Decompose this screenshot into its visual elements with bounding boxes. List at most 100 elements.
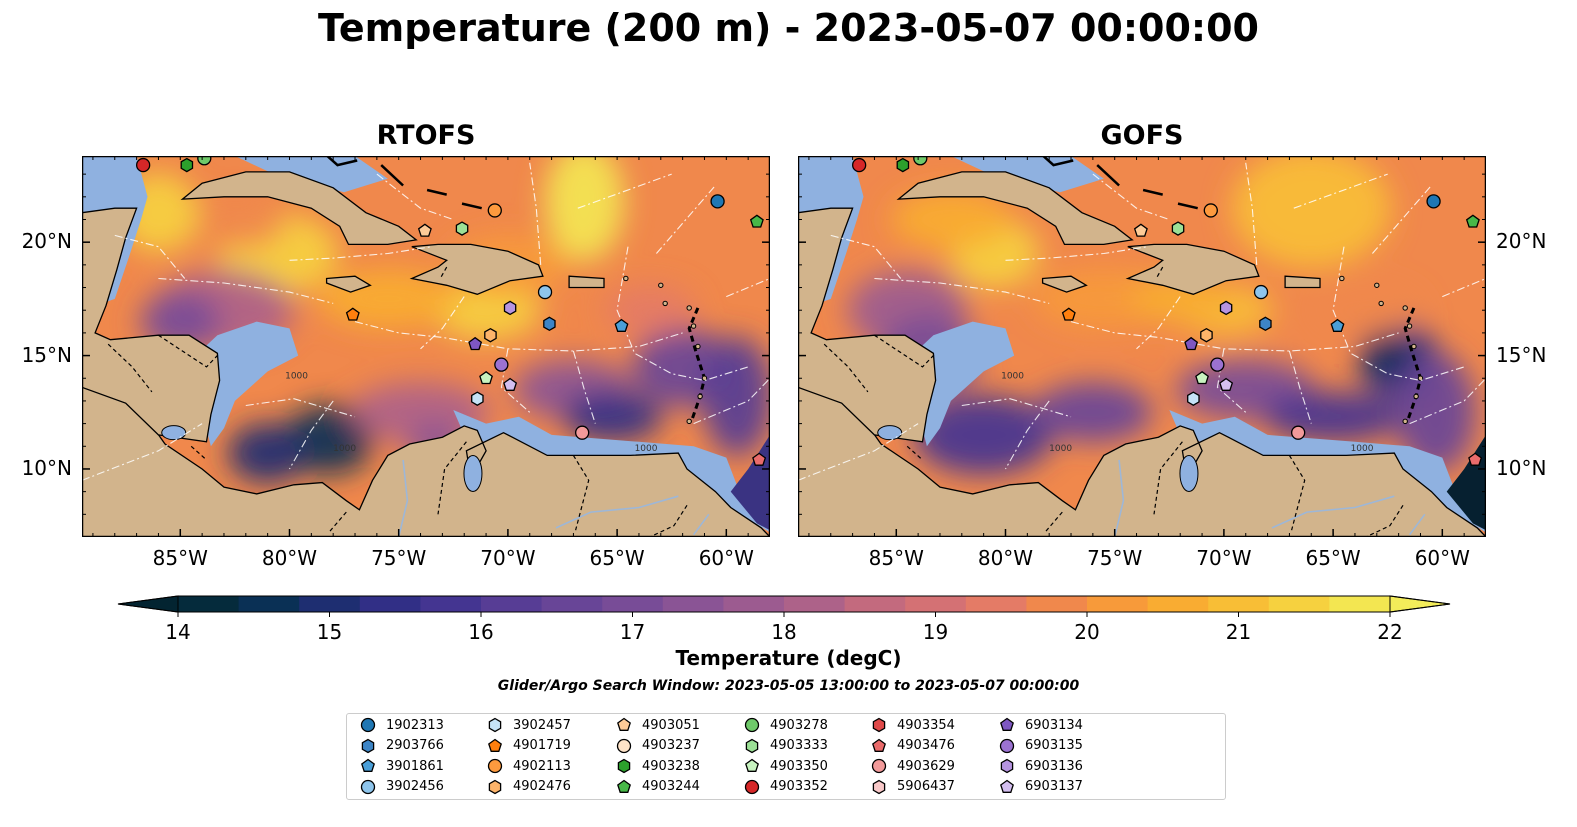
legend-label: 4903476 — [897, 738, 955, 753]
lesser-antilles — [1403, 307, 1423, 422]
legend-marker-circle — [999, 738, 1015, 753]
legend-marker-pentagon — [617, 779, 631, 793]
colorbar-segment — [602, 596, 664, 612]
legend-entry: 4903354 — [870, 716, 955, 734]
float-marker-6903136 — [1219, 300, 1233, 316]
lat-tick-label-right: 10°N — [1496, 455, 1547, 480]
jamaica-land — [1041, 275, 1088, 293]
legend-marker-circle — [744, 717, 760, 733]
island — [686, 305, 692, 311]
island — [1374, 282, 1380, 288]
island — [1413, 393, 1419, 400]
colorbar-label: Temperature (degC) — [675, 646, 902, 670]
eez-boundary — [420, 296, 465, 350]
bahamas-islands — [1177, 202, 1198, 210]
legend-label: 4903237 — [642, 738, 700, 753]
island — [686, 418, 692, 425]
eez-boundary — [961, 398, 1072, 418]
colorbar-segment — [844, 596, 906, 612]
colorbar-segment — [723, 596, 785, 612]
eez-boundary — [354, 321, 683, 352]
colorbar-segment — [359, 596, 421, 612]
lon-tick-label: 75°W — [371, 546, 427, 570]
eez-boundary — [1070, 321, 1399, 352]
continental-shelf — [453, 410, 770, 533]
legend-entry: 6903136 — [998, 757, 1083, 775]
colorbar — [117, 595, 1451, 617]
legend-label: 6903135 — [1025, 738, 1083, 753]
float-marker-6903135 — [1210, 357, 1225, 372]
colorbar-tick-label: 17 — [619, 620, 646, 644]
float-marker-6903134 — [468, 336, 483, 351]
island — [690, 323, 697, 329]
colorbar-segment — [662, 596, 724, 612]
colorbar-segment — [1208, 596, 1270, 612]
river — [692, 513, 710, 536]
lon-tick-label: 85°W — [868, 546, 924, 570]
float-marker-6903135 — [494, 357, 509, 372]
legend-marker-icon — [872, 717, 886, 733]
colorbar-segment — [420, 596, 482, 612]
legend-marker-circle — [871, 758, 887, 774]
legend-marker-icon — [872, 779, 886, 794]
cuba-land — [896, 171, 1134, 246]
legend-marker-pentagon — [1000, 779, 1014, 793]
float-marker-6903137 — [1219, 377, 1234, 391]
float-marker-3902456 — [1253, 284, 1269, 300]
legend-entry: 5906437 — [870, 778, 955, 796]
eez-boundary — [289, 246, 432, 261]
legend-entry: 4903629 — [870, 757, 955, 775]
map-frame — [798, 156, 1486, 537]
legend-entry: 4903352 — [743, 778, 828, 796]
island — [1411, 343, 1417, 350]
float-marker-3902457 — [471, 391, 484, 406]
float-marker-2903766 — [543, 316, 556, 332]
continental-shelf — [950, 156, 1104, 193]
contour-label: 1000 — [333, 444, 356, 454]
float-marker-4903278 — [197, 156, 212, 166]
legend-label: 3901861 — [386, 758, 444, 774]
legend-marker-circle — [487, 758, 503, 774]
colorbar-segment — [1268, 596, 1330, 612]
legend-entry: 4903476 — [870, 737, 955, 755]
eez-boundary — [577, 173, 672, 209]
lon-tick-label: 75°W — [1087, 546, 1143, 570]
figure-title: Temperature (200 m) - 2023-05-07 00:00:0… — [317, 6, 1259, 50]
float-marker-4903333 — [1171, 221, 1185, 236]
colorbar-segment — [1147, 596, 1209, 612]
continental-shelf — [195, 321, 299, 447]
legend-marker-icon — [487, 758, 503, 774]
legend-marker-hexagon — [872, 717, 886, 733]
island — [701, 375, 708, 381]
bahamas-islands — [1142, 188, 1163, 196]
lat-tick-label-right: 15°N — [1496, 342, 1547, 367]
float-marker-4903238 — [896, 157, 910, 173]
legend-marker-hexagon — [1000, 758, 1014, 774]
eez-boundary — [158, 277, 334, 304]
colorbar-segment — [965, 596, 1027, 612]
legend-label: 1902313 — [386, 717, 444, 733]
legend-marker-icon — [999, 738, 1015, 753]
country-border — [190, 445, 207, 461]
float-marker-6903136 — [503, 300, 517, 316]
country-border — [572, 455, 590, 531]
legend-label: 4903350 — [770, 758, 828, 774]
colorbar-segment — [1026, 596, 1088, 612]
eez-boundary — [1293, 173, 1388, 209]
lon-tick-label: 70°W — [480, 546, 536, 570]
legend-label: 4903238 — [642, 758, 700, 774]
lon-tick-label: 70°W — [1196, 546, 1252, 570]
panel-title-gofs: GOFS — [1100, 120, 1184, 151]
eez-boundary — [1136, 296, 1181, 350]
lat-tick-label-left: 10°N — [21, 455, 72, 480]
colorbar-segment — [905, 596, 967, 612]
float-marker-4903244 — [1465, 214, 1480, 228]
lon-tick-label: 60°W — [698, 546, 754, 570]
legend-marker-icon — [745, 738, 759, 753]
float-marker-6903134 — [1184, 336, 1199, 351]
island — [1402, 418, 1408, 425]
legend-marker-icon — [1000, 779, 1014, 793]
bahamas-islands — [380, 164, 404, 187]
lon-tick-label: 65°W — [589, 546, 645, 570]
float-marker-4903476 — [752, 452, 767, 466]
